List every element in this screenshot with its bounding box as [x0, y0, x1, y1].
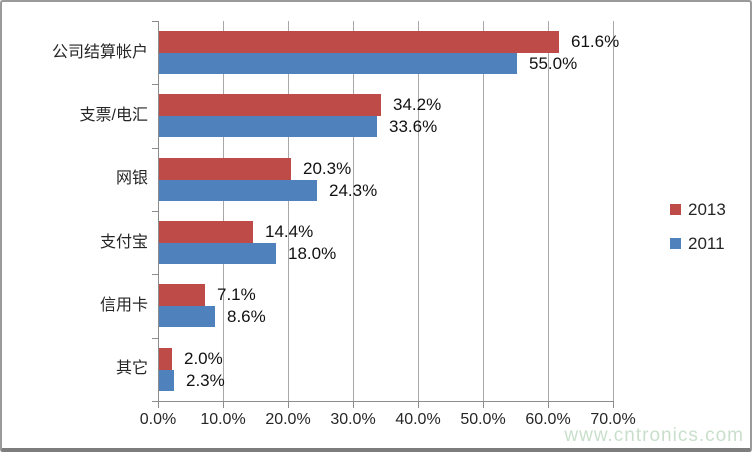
legend-swatch-2011	[670, 238, 681, 249]
bar-2011-0	[159, 53, 517, 74]
bar-label-2013-3: 14.4%	[265, 222, 314, 241]
value-axis-tick	[223, 400, 224, 408]
value-axis-tick	[353, 400, 354, 408]
category-label-4: 信用卡	[99, 297, 148, 314]
category-label-1: 支票/电汇	[79, 107, 148, 124]
value-axis-label-5: 50.0%	[460, 411, 506, 428]
value-axis-label-3: 30.0%	[330, 411, 376, 428]
bar-label-2011-3: 18.0%	[288, 244, 337, 263]
bar-2011-5	[159, 370, 174, 391]
bar-2013-3	[159, 221, 253, 243]
value-axis-label-1: 10.0%	[200, 411, 246, 428]
gridline-40pct	[418, 21, 419, 401]
value-axis-tick	[483, 400, 484, 408]
value-axis-line	[158, 400, 614, 402]
value-axis-tick	[548, 400, 549, 408]
bar-label-2013-1: 34.2%	[393, 95, 442, 114]
value-axis-tick	[418, 400, 419, 408]
value-axis-tick	[158, 400, 159, 408]
legend-item-2013: 2013	[670, 199, 726, 220]
bar-2013-0	[159, 31, 559, 53]
bar-label-2011-5: 2.3%	[186, 371, 225, 390]
category-label-3: 支付宝	[99, 234, 148, 251]
bar-label-2013-5: 2.0%	[184, 349, 223, 368]
value-axis-label-6: 60.0%	[525, 411, 571, 428]
value-axis-tick	[613, 400, 614, 408]
category-axis-tick	[152, 401, 158, 402]
bar-2011-4	[159, 306, 215, 327]
category-axis-line	[158, 21, 159, 401]
value-axis-label-2: 20.0%	[265, 411, 311, 428]
category-axis-tick	[152, 21, 158, 22]
category-axis-tick	[152, 84, 158, 85]
bar-label-2013-4: 7.1%	[217, 285, 256, 304]
bar-2013-4	[159, 284, 205, 306]
legend-label-2011: 2011	[688, 234, 725, 253]
category-axis-tick	[152, 211, 158, 212]
bar-label-2011-1: 33.6%	[389, 117, 438, 136]
legend-item-2011: 2011	[670, 233, 726, 254]
bar-label-2011-2: 24.3%	[329, 181, 378, 200]
bar-2013-2	[159, 158, 291, 180]
value-axis-label-0: 0.0%	[139, 411, 177, 428]
gridline-70pct	[613, 21, 614, 401]
bar-label-2013-0: 61.6%	[571, 32, 620, 51]
bar-2011-1	[159, 116, 377, 137]
gridline-30pct	[353, 21, 354, 401]
gridline-20pct	[288, 21, 289, 401]
bar-2011-3	[159, 243, 276, 264]
category-axis-tick	[152, 148, 158, 149]
watermark: www.cntronics.com	[564, 425, 744, 446]
gridline-10pct	[223, 21, 224, 401]
legend: 2013 2011	[670, 199, 726, 267]
category-label-5: 其它	[115, 360, 148, 377]
category-label-2: 网银	[115, 170, 148, 187]
bar-label-2011-0: 55.0%	[529, 54, 578, 73]
category-axis-tick	[152, 338, 158, 339]
legend-swatch-2013	[670, 204, 681, 215]
bar-2011-2	[159, 180, 317, 201]
value-axis-tick	[288, 400, 289, 408]
category-axis-tick	[152, 274, 158, 275]
value-axis-label-4: 40.0%	[395, 411, 441, 428]
bar-2013-1	[159, 94, 381, 116]
gridline-60pct	[548, 21, 549, 401]
category-label-0: 公司结算帐户	[51, 44, 148, 61]
gridline-50pct	[483, 21, 484, 401]
bar-label-2011-4: 8.6%	[227, 307, 266, 326]
value-axis-label-7: 70.0%	[590, 411, 636, 428]
legend-label-2013: 2013	[688, 200, 726, 219]
bar-2013-5	[159, 348, 172, 370]
bar-label-2013-2: 20.3%	[303, 159, 352, 178]
